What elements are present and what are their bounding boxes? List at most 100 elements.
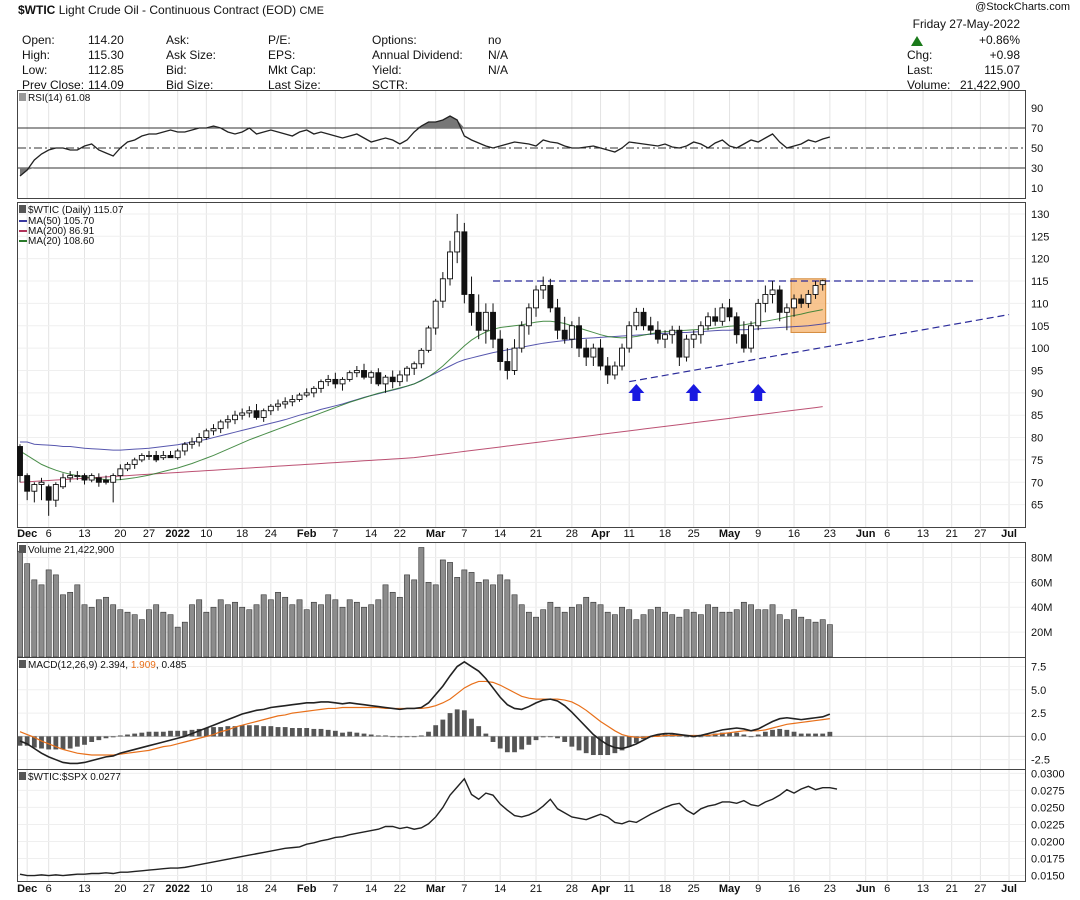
candle bbox=[60, 477, 66, 488]
volume-bar bbox=[17, 550, 23, 658]
quote-label: Last: bbox=[907, 63, 933, 77]
volume-bar bbox=[396, 596, 403, 658]
x-tick-label: Mar bbox=[426, 883, 446, 895]
quote-label: Bid: bbox=[166, 63, 187, 77]
macd-histogram-bar bbox=[275, 727, 281, 737]
x-tick-label: 25 bbox=[688, 528, 700, 540]
volume-bar bbox=[189, 604, 195, 658]
macd-histogram-bar bbox=[770, 729, 775, 737]
price-tick-label: 75 bbox=[1031, 455, 1043, 467]
symbol: $WTIC bbox=[18, 3, 56, 17]
candle bbox=[396, 374, 403, 383]
candle bbox=[318, 381, 324, 389]
volume-bar bbox=[181, 621, 188, 658]
candle bbox=[726, 307, 733, 318]
volume-bar bbox=[325, 594, 332, 658]
candle bbox=[604, 365, 611, 376]
macd-histogram-bar bbox=[31, 736, 37, 748]
x-tick-label: 14 bbox=[365, 883, 377, 895]
macd-histogram-bar bbox=[762, 731, 768, 737]
volume-bar bbox=[576, 604, 582, 658]
x-tick-label: 7 bbox=[332, 528, 338, 540]
candle bbox=[339, 378, 346, 385]
volume-bar bbox=[275, 591, 281, 658]
candle bbox=[461, 231, 468, 295]
candle bbox=[791, 298, 797, 309]
volume-bar bbox=[246, 609, 253, 658]
ratio-title: $WTIC:$SPX 0.0277 bbox=[28, 772, 121, 783]
x-tick-label: 27 bbox=[974, 528, 986, 540]
price-tick-label: 125 bbox=[1031, 231, 1049, 243]
price-tick-label: 130 bbox=[1031, 209, 1049, 221]
volume-bar bbox=[454, 577, 461, 658]
volume-bar bbox=[590, 601, 597, 658]
x-tick-label: 2022 bbox=[165, 883, 189, 895]
macd-histogram-bar bbox=[96, 736, 102, 741]
volume-bar bbox=[368, 604, 375, 658]
volume-bar bbox=[504, 579, 511, 658]
rsi-tick-label: 70 bbox=[1031, 123, 1043, 135]
candle bbox=[217, 421, 224, 430]
macd-histogram-bar bbox=[132, 733, 138, 737]
quote-value: 115.30 bbox=[88, 48, 124, 62]
macd-histogram-bar bbox=[304, 728, 310, 737]
volume-bar bbox=[361, 606, 367, 658]
candle bbox=[633, 311, 640, 327]
candle bbox=[203, 430, 210, 439]
macd-histogram-bar bbox=[282, 727, 288, 737]
volume-bar bbox=[740, 601, 747, 658]
ratio-tick-label: 0.0200 bbox=[1031, 836, 1065, 848]
rsi-line bbox=[19, 115, 831, 177]
x-tick-label: 6 bbox=[46, 883, 52, 895]
candle bbox=[540, 285, 547, 291]
ratio-tick-label: 0.0250 bbox=[1031, 802, 1065, 814]
macd-histogram-bar bbox=[60, 736, 66, 750]
candle bbox=[346, 372, 353, 380]
macd-histogram-bar bbox=[182, 730, 188, 737]
candle bbox=[576, 325, 582, 349]
macd-histogram-bar bbox=[289, 728, 295, 737]
candle bbox=[88, 475, 95, 481]
x-tick-label: May bbox=[719, 528, 741, 540]
volume-bar bbox=[633, 619, 640, 658]
x-axis-top: Dec 6 13 20 27 2022 10 18 24 Feb 7 14 22 Mar 7 14 21 28 Ap… bbox=[17, 528, 1017, 540]
candle bbox=[533, 289, 539, 309]
macd-histogram-bar bbox=[461, 710, 467, 737]
x-tick-label: 18 bbox=[659, 883, 671, 895]
macd-title-name: MACD(12,26,9) bbox=[28, 660, 100, 671]
macd-histogram-bar bbox=[246, 725, 252, 737]
price-tick-label: 90 bbox=[1031, 388, 1043, 400]
volume-bar bbox=[755, 609, 762, 658]
volume-bar bbox=[697, 614, 704, 658]
price-tick-label: 95 bbox=[1031, 365, 1043, 377]
x-tick-label: 20 bbox=[114, 883, 126, 895]
macd-histogram-bar bbox=[168, 730, 173, 737]
support-trendline bbox=[629, 313, 1010, 383]
candle bbox=[239, 412, 246, 416]
macd-histogram-bar bbox=[777, 728, 783, 737]
macd-histogram-bar bbox=[741, 734, 747, 737]
volume-bar bbox=[561, 611, 568, 658]
volume-bar bbox=[138, 619, 145, 658]
candle bbox=[382, 376, 389, 385]
macd-histogram-bar bbox=[196, 728, 202, 737]
macd-sep2: , bbox=[156, 660, 162, 671]
volume-bar bbox=[382, 584, 389, 658]
candle bbox=[411, 363, 418, 369]
x-tick-label: 22 bbox=[394, 528, 406, 540]
candle bbox=[504, 361, 511, 371]
volume-bar bbox=[626, 609, 633, 658]
volume-bar bbox=[310, 601, 317, 658]
x-tick-label: 10 bbox=[200, 528, 212, 540]
price-tick-label: 85 bbox=[1031, 410, 1043, 422]
candle bbox=[138, 454, 145, 461]
candle bbox=[45, 486, 52, 501]
volume-bar bbox=[583, 596, 590, 658]
ratio-tick-label: 0.0175 bbox=[1031, 854, 1065, 866]
candle bbox=[583, 347, 590, 358]
signal-value: 1.909 bbox=[131, 660, 156, 671]
volume-bar bbox=[267, 599, 274, 658]
macd-histogram-bar bbox=[633, 736, 639, 743]
quote-label: Bid Size: bbox=[166, 78, 213, 92]
